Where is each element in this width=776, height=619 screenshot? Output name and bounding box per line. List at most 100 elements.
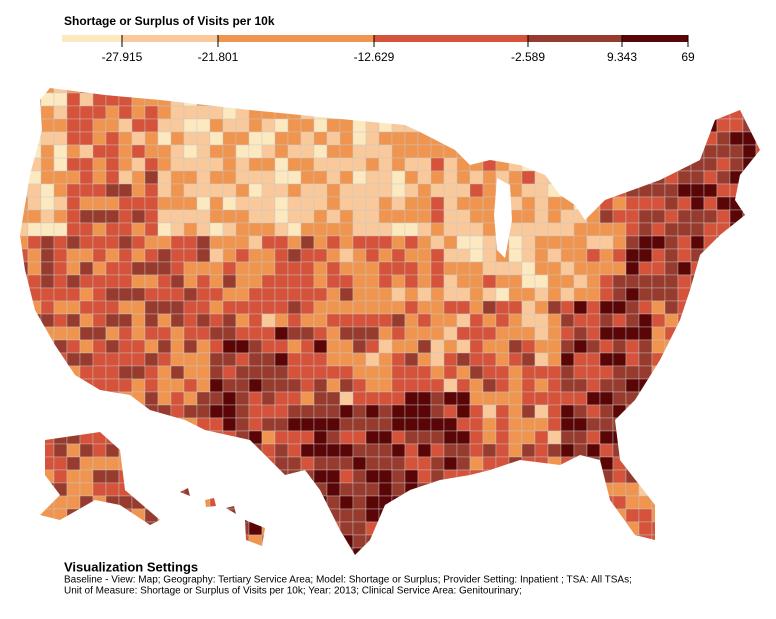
- service-area: [53, 443, 68, 458]
- service-area: [131, 274, 146, 289]
- service-area: [300, 521, 315, 536]
- service-area: [469, 300, 484, 315]
- service-area: [469, 261, 484, 276]
- service-area: [209, 391, 224, 406]
- service-area: [742, 222, 757, 237]
- service-area: [183, 469, 198, 484]
- service-area: [92, 378, 107, 393]
- service-area: [417, 443, 432, 458]
- service-area: [27, 118, 42, 133]
- service-area: [769, 405, 776, 418]
- service-area: [248, 404, 263, 419]
- service-area: [53, 326, 68, 341]
- legend-tick-label: -27.915: [102, 50, 143, 64]
- service-area: [287, 105, 302, 120]
- service-area: [27, 352, 42, 367]
- service-area: [534, 391, 549, 406]
- service-area: [261, 287, 276, 302]
- service-area: [651, 131, 666, 146]
- service-area: [79, 495, 94, 510]
- service-area: [40, 495, 55, 510]
- service-area: [196, 495, 211, 510]
- service-area: [352, 352, 367, 367]
- service-area: [118, 274, 133, 289]
- service-area: [651, 339, 666, 354]
- service-area: [365, 88, 380, 94]
- service-area: [469, 287, 484, 302]
- service-area: [612, 339, 627, 354]
- service-area: [261, 417, 276, 432]
- service-area: [769, 314, 776, 327]
- service-area: [755, 248, 760, 263]
- service-area: [20, 430, 29, 445]
- service-area: [612, 456, 627, 471]
- service-area: [209, 274, 224, 289]
- service-area: [612, 209, 627, 224]
- service-area: [79, 287, 94, 302]
- service-area: [300, 209, 315, 224]
- service-area: [92, 443, 107, 458]
- service-area: [118, 534, 133, 549]
- service-area: [131, 144, 146, 159]
- service-area: [755, 417, 760, 432]
- service-area: [547, 131, 562, 146]
- service-area: [651, 157, 666, 172]
- service-area: [27, 508, 42, 523]
- service-area: [729, 274, 744, 289]
- service-area: [222, 456, 237, 471]
- service-area: [196, 144, 211, 159]
- service-area: [534, 326, 549, 341]
- service-area: [261, 274, 276, 289]
- service-area: [586, 248, 601, 263]
- service-area: [586, 391, 601, 406]
- service-area: [404, 404, 419, 419]
- service-area: [703, 196, 718, 211]
- service-area: [755, 547, 760, 555]
- service-area: [651, 183, 666, 198]
- service-area: [105, 443, 120, 458]
- service-area: [508, 326, 523, 341]
- service-area: [586, 261, 601, 276]
- service-area: [352, 469, 367, 484]
- service-area: [209, 170, 224, 185]
- service-area: [183, 248, 198, 263]
- service-area: [183, 378, 198, 393]
- service-area: [378, 248, 393, 263]
- service-area: [170, 196, 185, 211]
- service-area: [144, 170, 159, 185]
- service-area: [365, 352, 380, 367]
- service-area: [729, 196, 744, 211]
- service-area: [456, 495, 471, 510]
- service-area: [703, 170, 718, 185]
- service-area: [170, 456, 185, 471]
- service-area: [495, 430, 510, 445]
- service-area: [326, 235, 341, 250]
- service-area: [274, 274, 289, 289]
- service-area: [261, 170, 276, 185]
- service-area: [664, 105, 679, 120]
- service-area: [313, 157, 328, 172]
- service-area: [664, 261, 679, 276]
- service-area: [40, 235, 55, 250]
- service-area: [612, 248, 627, 263]
- service-area: [378, 261, 393, 276]
- service-area: [274, 404, 289, 419]
- service-area: [443, 365, 458, 380]
- service-area: [456, 365, 471, 380]
- service-area: [339, 456, 354, 471]
- service-area: [638, 261, 653, 276]
- service-area: [677, 222, 692, 237]
- service-area: [651, 222, 666, 237]
- service-area: [157, 378, 172, 393]
- service-area: [612, 469, 627, 484]
- service-area: [599, 495, 614, 510]
- service-area: [66, 196, 81, 211]
- service-area: [690, 88, 705, 94]
- service-area: [469, 430, 484, 445]
- service-area: [79, 300, 94, 315]
- service-area: [625, 365, 640, 380]
- service-area: [755, 495, 760, 510]
- service-area: [521, 88, 536, 94]
- service-area: [300, 495, 315, 510]
- service-area: [131, 339, 146, 354]
